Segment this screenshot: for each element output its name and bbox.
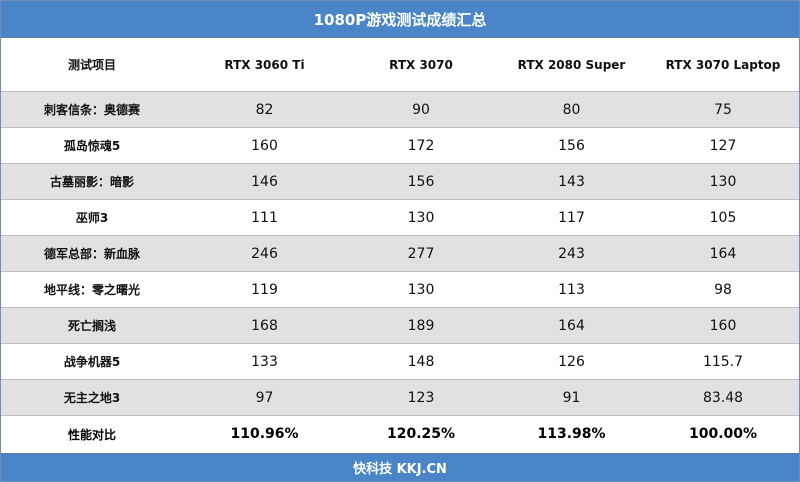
data-cell: 156 bbox=[346, 163, 496, 200]
data-cell: 111 bbox=[183, 199, 346, 236]
data-cell: 105 bbox=[647, 199, 799, 236]
summary-cell: 110.96% bbox=[183, 415, 346, 452]
column-header-rtx-3070: RTX 3070 bbox=[346, 38, 496, 92]
table-row: 刺客信条：奥德赛 82 90 80 75 bbox=[1, 91, 799, 128]
table-row: 德军总部：新血脉 246 277 243 164 bbox=[1, 235, 799, 272]
data-cell: 189 bbox=[346, 307, 496, 344]
table-row: 战争机器5 133 148 126 115.7 bbox=[1, 343, 799, 380]
row-label: 战争机器5 bbox=[1, 343, 183, 380]
footer-source: 快科技 KKJ.CN bbox=[1, 453, 799, 481]
data-cell: 130 bbox=[647, 163, 799, 200]
row-label: 地平线：零之曙光 bbox=[1, 271, 183, 308]
data-cell: 164 bbox=[496, 307, 647, 344]
data-cell: 143 bbox=[496, 163, 647, 200]
table-row: 孤岛惊魂5 160 172 156 127 bbox=[1, 127, 799, 164]
table-row: 地平线：零之曙光 119 130 113 98 bbox=[1, 271, 799, 308]
summary-label: 性能对比 bbox=[1, 415, 183, 452]
table-row: 古墓丽影：暗影 146 156 143 130 bbox=[1, 163, 799, 200]
data-cell: 172 bbox=[346, 127, 496, 164]
table-row: 无主之地3 97 123 91 83.48 bbox=[1, 379, 799, 416]
data-cell: 117 bbox=[496, 199, 647, 236]
data-cell: 82 bbox=[183, 91, 346, 128]
data-cell: 148 bbox=[346, 343, 496, 380]
table-body: 刺客信条：奥德赛 82 90 80 75 孤岛惊魂5 160 172 156 127 古墓丽影：暗影… bbox=[1, 91, 799, 416]
summary-cell: 113.98% bbox=[496, 415, 647, 452]
table-title: 1080P游戏测试成绩汇总 bbox=[1, 1, 799, 38]
summary-cell: 100.00% bbox=[647, 415, 799, 452]
data-cell: 119 bbox=[183, 271, 346, 308]
table-row: 死亡搁浅 168 189 164 160 bbox=[1, 307, 799, 344]
column-header-rtx-2080-super: RTX 2080 Super bbox=[496, 38, 647, 92]
data-cell: 130 bbox=[346, 199, 496, 236]
header-row: 测试项目 RTX 3060 Ti RTX 3070 RTX 2080 Super… bbox=[1, 38, 799, 92]
data-cell: 115.7 bbox=[647, 343, 799, 380]
data-cell: 75 bbox=[647, 91, 799, 128]
data-cell: 123 bbox=[346, 379, 496, 416]
data-cell: 127 bbox=[647, 127, 799, 164]
data-cell: 168 bbox=[183, 307, 346, 344]
data-cell: 90 bbox=[346, 91, 496, 128]
summary-row: 性能对比 110.96% 120.25% 113.98% 100.00% bbox=[1, 415, 799, 452]
row-label: 德军总部：新血脉 bbox=[1, 235, 183, 272]
column-header-rtx-3060-ti: RTX 3060 Ti bbox=[183, 38, 346, 92]
row-label: 古墓丽影：暗影 bbox=[1, 163, 183, 200]
data-cell: 160 bbox=[183, 127, 346, 164]
data-cell: 126 bbox=[496, 343, 647, 380]
row-label: 巫师3 bbox=[1, 199, 183, 236]
data-cell: 130 bbox=[346, 271, 496, 308]
summary-cell: 120.25% bbox=[346, 415, 496, 452]
data-cell: 80 bbox=[496, 91, 647, 128]
data-cell: 91 bbox=[496, 379, 647, 416]
data-cell: 133 bbox=[183, 343, 346, 380]
data-cell: 113 bbox=[496, 271, 647, 308]
data-cell: 164 bbox=[647, 235, 799, 272]
data-cell: 246 bbox=[183, 235, 346, 272]
data-cell: 146 bbox=[183, 163, 346, 200]
data-cell: 160 bbox=[647, 307, 799, 344]
row-label: 刺客信条：奥德赛 bbox=[1, 91, 183, 128]
row-label: 无主之地3 bbox=[1, 379, 183, 416]
data-cell: 243 bbox=[496, 235, 647, 272]
benchmark-table: 测试项目 RTX 3060 Ti RTX 3070 RTX 2080 Super… bbox=[1, 38, 799, 452]
table-row: 巫师3 111 130 117 105 bbox=[1, 199, 799, 236]
data-cell: 83.48 bbox=[647, 379, 799, 416]
column-header-test-item: 测试项目 bbox=[1, 38, 183, 92]
column-header-rtx-3070-laptop: RTX 3070 Laptop bbox=[647, 38, 799, 92]
row-label: 死亡搁浅 bbox=[1, 307, 183, 344]
data-cell: 277 bbox=[346, 235, 496, 272]
data-cell: 98 bbox=[647, 271, 799, 308]
row-label: 孤岛惊魂5 bbox=[1, 127, 183, 164]
data-cell: 97 bbox=[183, 379, 346, 416]
data-cell: 156 bbox=[496, 127, 647, 164]
